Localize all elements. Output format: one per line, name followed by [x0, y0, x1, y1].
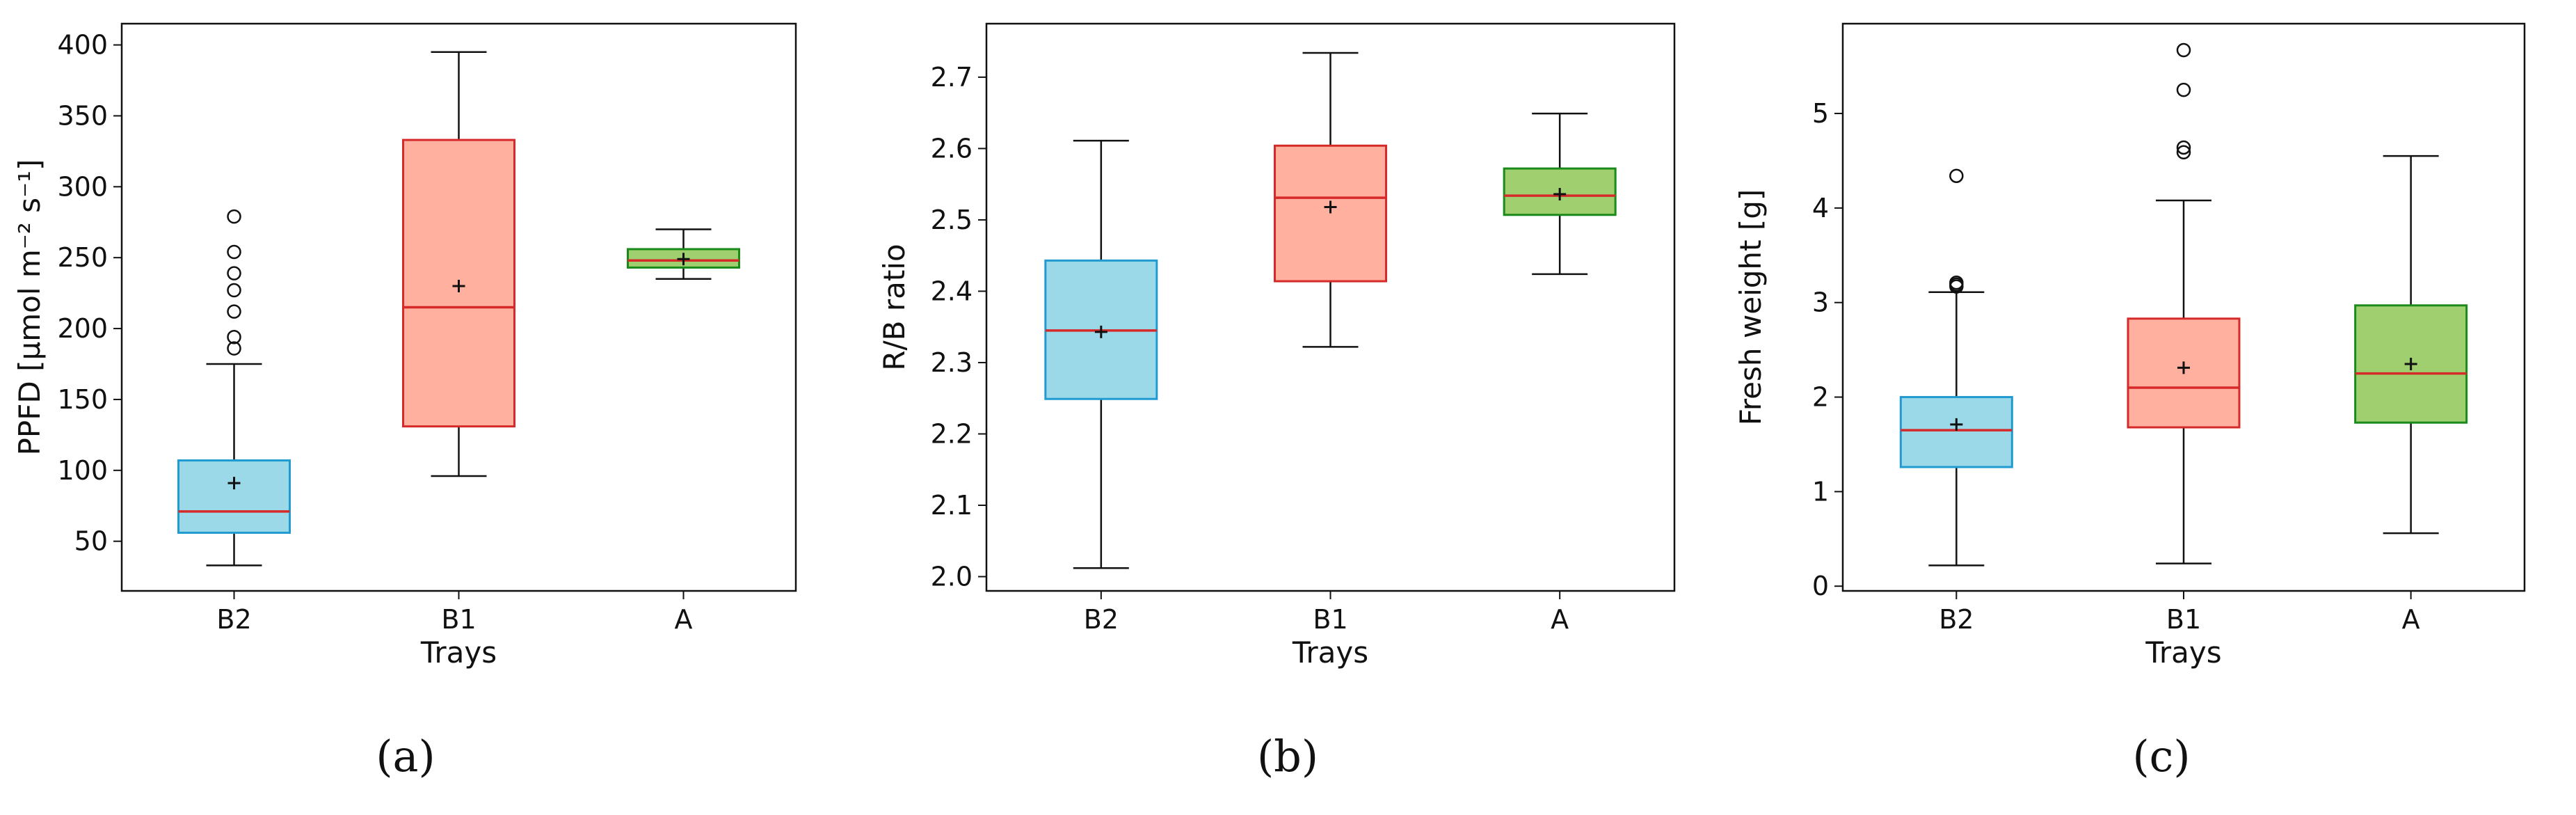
outlier-point [227, 209, 241, 224]
mean-marker [1324, 200, 1337, 214]
x-tick-label: B1 [2166, 604, 2201, 635]
y-tick-label: 2.0 [931, 561, 973, 592]
box-a [2354, 155, 2468, 535]
plot-frame [1841, 22, 2526, 592]
y-tick-label: 250 [57, 242, 108, 273]
box-b1 [2127, 42, 2241, 564]
y-tick-label: 2.2 [931, 418, 973, 449]
box-a [627, 228, 740, 280]
mean-marker [1950, 418, 1963, 431]
mean-marker [1553, 188, 1567, 201]
outlier-point [227, 304, 241, 319]
panel-b: 2.0 2.1 2.2 2.3 2.4 2.5 2.6 2.7 B2 B1 A Trays R/B ra… [877, 22, 1676, 782]
outlier-point [1949, 275, 1964, 290]
x-tick-label: A [2402, 604, 2420, 635]
y-axis-title: Fresh weight [g] [1734, 189, 1768, 426]
outlier-point [2176, 82, 2191, 97]
y-tick-label: 150 [57, 384, 108, 415]
mean-marker [2177, 361, 2190, 374]
x-tick-label: B1 [1313, 604, 1347, 635]
box-b1 [1274, 52, 1387, 348]
y-tick-label: 2.5 [931, 205, 973, 235]
y-axis-title: PPFD [μmol m⁻² s⁻¹] [13, 159, 47, 456]
y-tick-label: 400 [57, 30, 108, 61]
mean-marker [452, 279, 465, 292]
mean-marker [677, 253, 690, 266]
mean-marker [2404, 358, 2417, 370]
iqr-box [1274, 144, 1387, 283]
box-a [1503, 112, 1617, 276]
y-tick-label: 350 [57, 100, 108, 131]
outlier-point [227, 341, 241, 356]
iqr-box [1899, 396, 2013, 468]
y-tick-label: 50 [74, 526, 108, 557]
y-tick-label: 2 [1812, 382, 1829, 413]
outlier-point [227, 330, 241, 345]
y-tick-label: 100 [57, 455, 108, 486]
outlier-point [227, 283, 241, 298]
y-tick-label: 200 [57, 313, 108, 344]
y-tick-label: 1 [1812, 476, 1829, 507]
box-b2 [1044, 139, 1158, 569]
panel-c: 0 1 2 3 4 5 B2 B1 A Trays Fresh weight [g] (c) [1734, 22, 2526, 782]
mean-marker [1094, 325, 1107, 338]
outlier-point [227, 266, 241, 280]
iqr-box [177, 459, 291, 534]
y-tick-label: 2.3 [931, 347, 973, 378]
x-tick-label: B1 [441, 604, 476, 635]
x-tick-label: A [1551, 604, 1569, 635]
x-tick-label: B2 [216, 604, 251, 635]
outlier-point [2176, 42, 2191, 58]
y-tick-label: 4 [1812, 193, 1829, 223]
x-axis-title: Trays [420, 635, 497, 670]
panel-a: 50 100 150 200 250 300 350 400 B2 B1 A Trays PPFD [μ… [13, 22, 797, 782]
box-b2 [177, 209, 291, 567]
y-tick-label: 300 [57, 171, 108, 202]
outlier-point [2176, 145, 2191, 159]
panel-label: (c) [2132, 731, 2190, 782]
plot-frame [985, 22, 1676, 592]
x-tick-label: B2 [1939, 604, 1974, 635]
outlier-point [227, 244, 241, 260]
y-axis-title: R/B ratio [877, 244, 911, 370]
y-tick-label: 2.6 [931, 133, 973, 164]
outlier-point [2176, 140, 2191, 155]
y-tick-label: 2.4 [931, 276, 973, 306]
y-tick-label: 0 [1812, 571, 1829, 601]
y-tick-label: 5 [1812, 98, 1829, 129]
panel-label: (b) [1257, 731, 1318, 782]
y-tick-label: 3 [1812, 287, 1829, 318]
x-tick-label: B2 [1084, 604, 1119, 635]
y-tick-label: 2.1 [931, 490, 973, 521]
panel-label: (a) [376, 731, 435, 782]
y-tick-label: 2.7 [931, 62, 973, 93]
x-tick-label: A [675, 604, 693, 635]
box-b1 [402, 51, 515, 477]
plot-frame [120, 22, 797, 592]
box-b2 [1899, 168, 2013, 567]
x-axis-title: Trays [1292, 635, 1368, 670]
x-axis-title: Trays [2145, 635, 2221, 670]
mean-marker [227, 477, 241, 490]
outlier-point [1949, 168, 1964, 183]
